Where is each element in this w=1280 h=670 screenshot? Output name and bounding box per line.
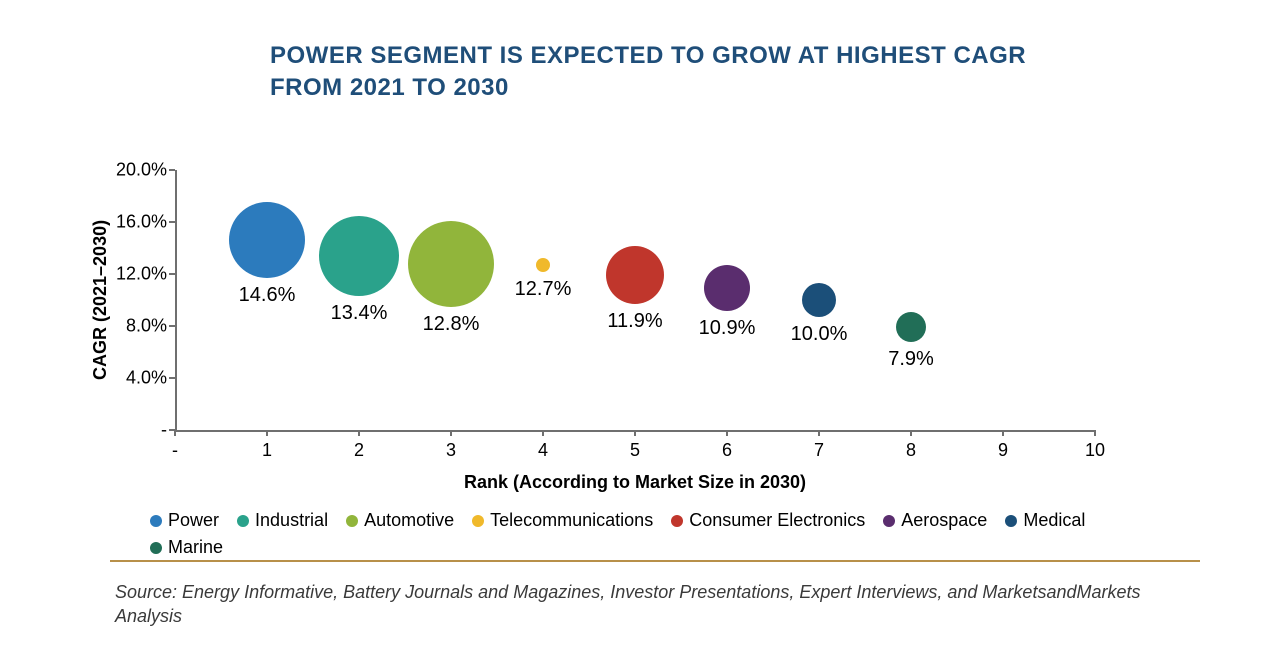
legend-dot bbox=[150, 542, 162, 554]
legend-dot bbox=[1005, 515, 1017, 527]
chart-container: POWER SEGMENT IS EXPECTED TO GROW AT HIG… bbox=[0, 0, 1280, 670]
x-tick-label: 6 bbox=[722, 430, 732, 461]
x-tick-label: 2 bbox=[354, 430, 364, 461]
y-tick-label: 16.0% bbox=[116, 212, 175, 233]
legend-dot bbox=[150, 515, 162, 527]
legend-dot bbox=[237, 515, 249, 527]
title-line-2: FROM 2021 TO 2030 bbox=[270, 72, 1026, 104]
x-tick-label: 3 bbox=[446, 430, 456, 461]
bubble-value-label: 12.8% bbox=[423, 313, 480, 336]
bubble-value-label: 10.9% bbox=[699, 317, 756, 340]
bubble bbox=[896, 312, 926, 342]
bubble bbox=[408, 221, 494, 307]
legend-item: Consumer Electronics bbox=[671, 510, 865, 531]
chart-title: POWER SEGMENT IS EXPECTED TO GROW AT HIG… bbox=[270, 40, 1026, 105]
bubble bbox=[536, 258, 550, 272]
y-tick-label: 12.0% bbox=[116, 264, 175, 285]
legend-dot bbox=[883, 515, 895, 527]
x-tick-label: 9 bbox=[998, 430, 1008, 461]
x-tick-label: - bbox=[172, 430, 178, 461]
bubble-value-label: 12.7% bbox=[515, 278, 572, 301]
legend-label: Industrial bbox=[255, 510, 328, 531]
bubble bbox=[606, 246, 664, 304]
legend-dot bbox=[472, 515, 484, 527]
y-tick-label: 8.0% bbox=[126, 316, 175, 337]
legend-item: Industrial bbox=[237, 510, 328, 531]
legend-item: Telecommunications bbox=[472, 510, 653, 531]
legend-item: Medical bbox=[1005, 510, 1085, 531]
legend-item: Aerospace bbox=[883, 510, 987, 531]
legend-label: Medical bbox=[1023, 510, 1085, 531]
legend-label: Telecommunications bbox=[490, 510, 653, 531]
bubble bbox=[704, 265, 750, 311]
y-axis-label: CAGR (2021–2030) bbox=[90, 220, 111, 380]
legend-item: Power bbox=[150, 510, 219, 531]
section-divider bbox=[110, 560, 1200, 562]
legend-label: Power bbox=[168, 510, 219, 531]
legend-dot bbox=[346, 515, 358, 527]
bubble-value-label: 7.9% bbox=[888, 348, 934, 371]
legend: Power Industrial Automotive Telecommunicati… bbox=[150, 510, 1150, 558]
y-tick-label: 20.0% bbox=[116, 160, 175, 181]
bubble-value-label: 13.4% bbox=[331, 302, 388, 325]
legend-dot bbox=[671, 515, 683, 527]
x-tick-label: 1 bbox=[262, 430, 272, 461]
x-tick-label: 10 bbox=[1085, 430, 1105, 461]
legend-label: Aerospace bbox=[901, 510, 987, 531]
bubble bbox=[319, 216, 399, 296]
y-tick-label: 4.0% bbox=[126, 368, 175, 389]
x-axis-label: Rank (According to Market Size in 2030) bbox=[464, 472, 806, 493]
bubble bbox=[229, 202, 305, 278]
legend-item: Automotive bbox=[346, 510, 454, 531]
bubble-value-label: 11.9% bbox=[607, 310, 662, 333]
y-axis bbox=[175, 170, 177, 430]
source-note: Source: Energy Informative, Battery Jour… bbox=[115, 580, 1190, 629]
x-tick-label: 4 bbox=[538, 430, 548, 461]
x-tick-label: 7 bbox=[814, 430, 824, 461]
legend-label: Automotive bbox=[364, 510, 454, 531]
legend-label: Marine bbox=[168, 537, 223, 558]
legend-item: Marine bbox=[150, 537, 223, 558]
x-tick-label: 8 bbox=[906, 430, 916, 461]
legend-label: Consumer Electronics bbox=[689, 510, 865, 531]
title-line-1: POWER SEGMENT IS EXPECTED TO GROW AT HIG… bbox=[270, 40, 1026, 72]
bubble-value-label: 14.6% bbox=[239, 284, 296, 307]
bubble-value-label: 10.0% bbox=[791, 323, 848, 346]
bubble bbox=[802, 283, 836, 317]
plot-area: -4.0%8.0%12.0%16.0%20.0%-1234567891014.6… bbox=[175, 170, 1095, 430]
x-tick-label: 5 bbox=[630, 430, 640, 461]
